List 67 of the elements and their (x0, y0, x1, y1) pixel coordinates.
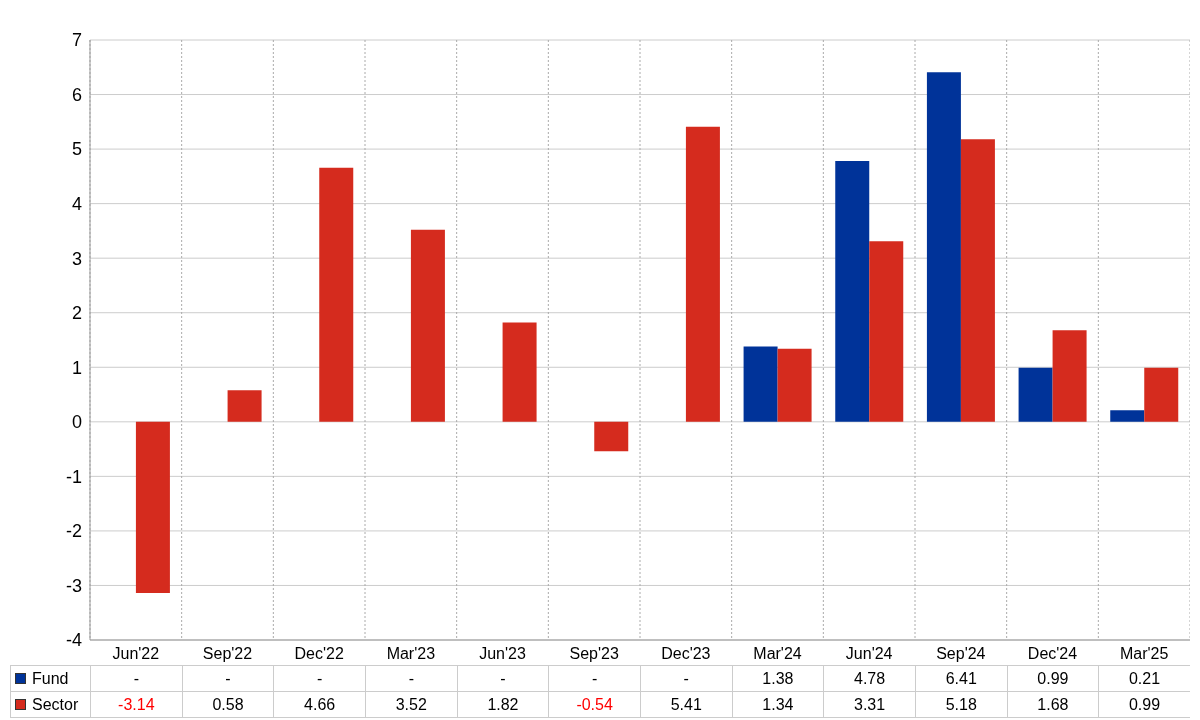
x-tick-label: Sep'22 (202, 645, 253, 663)
x-tick-label: Sep'24 (936, 645, 986, 663)
text: - (500, 670, 506, 687)
data-label: 5.41 (639, 692, 732, 717)
y-tick-label: 2 (71, 303, 82, 324)
data-label: -0.54 (548, 692, 640, 717)
text: - (316, 670, 323, 687)
bar (926, 72, 961, 422)
x-tick-label: Mar'24 (753, 645, 802, 663)
text: - (591, 670, 598, 687)
y-tick-label: -2 (65, 521, 82, 542)
bar (594, 421, 629, 452)
data-label: 4.78 (823, 666, 915, 691)
bar (227, 390, 262, 422)
y-tick-label: 0 (71, 412, 82, 433)
x-tick-label: Jun'22 (112, 645, 160, 663)
bar (777, 348, 812, 422)
y-tick-label: 7 (71, 30, 82, 51)
bar (869, 241, 904, 422)
bar (410, 229, 445, 422)
y-tick-label: 1 (71, 357, 82, 378)
y-tick-label: -3 (65, 575, 82, 596)
y-tick-label: -1 (65, 466, 82, 487)
bar (1018, 367, 1053, 422)
y-tick-label: -4 (65, 630, 82, 651)
y-tick-label: 6 (71, 84, 82, 105)
text: - (683, 670, 689, 687)
x-tick-label: Mar'25 (1119, 645, 1169, 663)
bar (319, 167, 354, 422)
data-label: 0.99 (1006, 666, 1099, 691)
data-label: 1.34 (731, 692, 824, 717)
bar (135, 421, 170, 594)
data-label: 3.31 (823, 692, 915, 717)
text: - (408, 670, 414, 687)
x-tick-label: Dec'24 (1027, 645, 1078, 663)
data-label: 0.21 (1098, 666, 1190, 691)
data-label: 1.82 (456, 692, 549, 717)
bar (743, 346, 778, 422)
text: - (133, 670, 139, 687)
data-label: 6.41 (914, 666, 1007, 691)
y-tick-label: 5 (71, 139, 82, 160)
data-label: 5.18 (914, 692, 1007, 717)
data-label: 0.99 (1098, 692, 1190, 717)
bar (1144, 367, 1179, 422)
legend-label: Sector (32, 695, 79, 714)
y-tick-label: 4 (71, 194, 82, 215)
bar (960, 139, 995, 422)
legend-label: Fund (32, 669, 69, 688)
x-tick-label: Dec'22 (294, 645, 344, 663)
bar (685, 126, 720, 422)
text: - (225, 670, 231, 687)
data-label: -3.14 (90, 692, 182, 717)
bar (502, 322, 537, 422)
x-tick-label: Sep'23 (569, 645, 619, 663)
x-tick-label: Jun'24 (845, 645, 893, 663)
data-label: 3.52 (364, 692, 457, 717)
data-label: 1.38 (731, 666, 824, 691)
data-label: 4.66 (273, 692, 365, 717)
data-label: 1.68 (1006, 692, 1099, 717)
bar (1052, 330, 1087, 422)
data-label: 0.58 (181, 692, 274, 717)
y-tick-label: 3 (71, 248, 82, 269)
bar (835, 161, 870, 422)
x-tick-label: Mar'23 (386, 645, 436, 663)
x-tick-label: Jun'23 (479, 645, 526, 663)
x-tick-label: Dec'23 (661, 645, 711, 663)
bar (1110, 410, 1145, 422)
